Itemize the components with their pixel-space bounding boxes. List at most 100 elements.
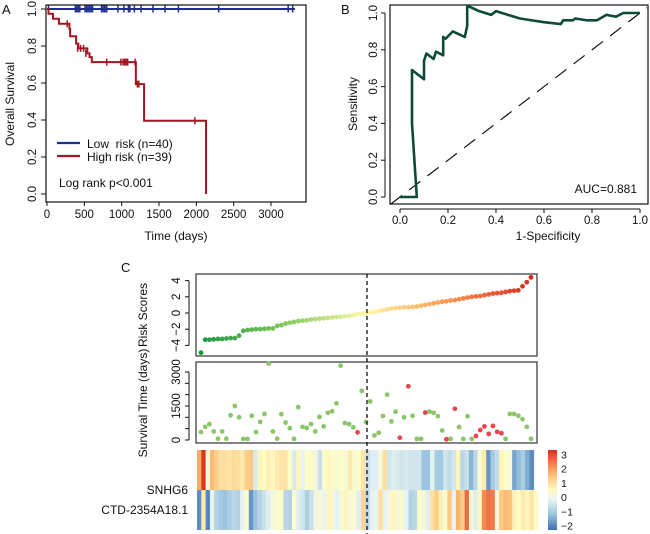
heatmap-cell (481, 450, 487, 490)
heatmap-cell (270, 490, 276, 530)
risk-y-axis: 4 2 0 −2 −4 (171, 277, 190, 352)
heatmap-cell (425, 490, 431, 530)
legend-label-high: High risk (n=39) (87, 150, 172, 164)
heatmap-cell (468, 490, 474, 530)
colorbar-ticks: 3 2 1 0 −1 −2 (561, 449, 573, 532)
heatmap-cell (412, 450, 418, 490)
survival-point-alive (211, 428, 217, 434)
heatmap-cell (240, 490, 245, 530)
risk-point (253, 326, 259, 332)
roc-y-tick-label: 0.6 (368, 79, 380, 95)
heatmap-cell (313, 450, 319, 490)
risk-point (410, 304, 415, 310)
survival-point-alive (372, 433, 377, 438)
survival-point-alive (236, 414, 242, 420)
heatmap-cell (330, 490, 336, 530)
heatmap-row-label-snhg6: SNHG6 (147, 483, 189, 497)
risk-point (270, 325, 276, 331)
survival-point-alive (266, 361, 272, 367)
survival-point-alive (312, 428, 318, 434)
risk-point (490, 291, 496, 296)
survival-point-alive (367, 399, 373, 404)
heatmap-cell (507, 450, 513, 490)
heatmap-cell (503, 450, 509, 490)
heatmap-cell (300, 490, 306, 530)
risk-point (240, 328, 246, 334)
risk-point (452, 297, 458, 303)
heatmap-cell (253, 450, 258, 490)
km-x-tick-label: 0 (44, 209, 50, 221)
survival-point-alive (300, 424, 305, 430)
heatmap-cell (214, 490, 219, 530)
heatmap-cell (421, 450, 427, 490)
survival-point-alive (469, 436, 475, 442)
risk-point (359, 311, 365, 317)
survival-point-alive (207, 421, 212, 427)
survival-point-alive (329, 408, 335, 414)
survival-y-tick-label: 3000 (171, 359, 183, 385)
heatmap-cell (399, 490, 405, 530)
heatmap-cell (516, 490, 522, 530)
survival-point-dead (443, 436, 449, 442)
risk-point (202, 337, 208, 343)
heatmap-cell (335, 450, 340, 490)
heatmap-cell (335, 490, 340, 530)
roc-x-tick-label: 0.8 (584, 215, 600, 227)
risk-point (380, 307, 386, 313)
survival-point-alive (223, 436, 229, 442)
roc-plot-frame (389, 4, 649, 205)
heatmap-cell (369, 450, 375, 490)
risk-point (418, 303, 424, 309)
risk-point (469, 294, 475, 300)
heatmap-cell (404, 490, 409, 530)
risk-y-tick-label: 2 (171, 294, 183, 300)
survival-y-tick-label: 0 (171, 437, 183, 443)
survival-point-alive (380, 413, 386, 419)
risk-point (528, 274, 534, 280)
risk-point (439, 299, 445, 305)
survival-point-dead (477, 427, 483, 433)
risk-point (503, 289, 509, 295)
survival-point-alive (287, 425, 293, 431)
heatmap-cell (473, 490, 478, 530)
risk-point (346, 313, 352, 319)
heatmap-cell (317, 450, 323, 490)
roc-x-tick-label: 0.4 (488, 215, 505, 227)
roc-y-tick-label: 0.2 (368, 152, 380, 168)
risk-point (350, 312, 356, 318)
heatmap-cell (218, 450, 224, 490)
risk-point (300, 318, 305, 324)
km-x-axis: 0 500 1000 1500 2000 2500 3000 (44, 201, 284, 221)
km-x-tick-label: 1000 (109, 209, 135, 221)
heatmap-cell (270, 450, 276, 490)
heatmap-cell (244, 490, 250, 530)
survival-point-alive (346, 421, 352, 427)
heatmap-cell (283, 490, 289, 530)
roc-x-tick-label: 0.0 (392, 215, 408, 227)
heatmap-cell (373, 450, 379, 490)
heatmap-cell (205, 490, 211, 530)
heatmap-cell (257, 450, 263, 490)
heatmap-cell (201, 490, 207, 530)
risk-point (257, 326, 263, 332)
survival-point-alive (291, 436, 297, 442)
heatmap-cell (503, 490, 509, 530)
roc-plot: 0.0 0.2 0.4 0.6 0.8 1.0 0.0 0.2 0.4 0.6 0.8 1.0 1-… (346, 4, 649, 243)
survival-point-alive (283, 420, 289, 425)
risk-point (236, 333, 242, 339)
risk-point (329, 315, 335, 320)
risk-point (262, 326, 267, 332)
heatmap-cell (352, 450, 358, 490)
survival-point-alive (317, 414, 322, 420)
heatmap-cell (279, 450, 284, 490)
heatmap-cell (486, 450, 491, 490)
heatmap-cell (356, 490, 362, 530)
risk-score-plot: 4 2 0 −2 −4 Risk Scores (136, 273, 538, 357)
heatmap-cell (499, 490, 504, 530)
roc-y-tick-label: 0.0 (368, 189, 380, 205)
survival-point-alive (414, 436, 420, 442)
heatmap-cell (451, 450, 457, 490)
heatmap-cell (348, 490, 353, 530)
roc-reference-line (390, 7, 648, 205)
heatmap-cell (477, 490, 483, 530)
